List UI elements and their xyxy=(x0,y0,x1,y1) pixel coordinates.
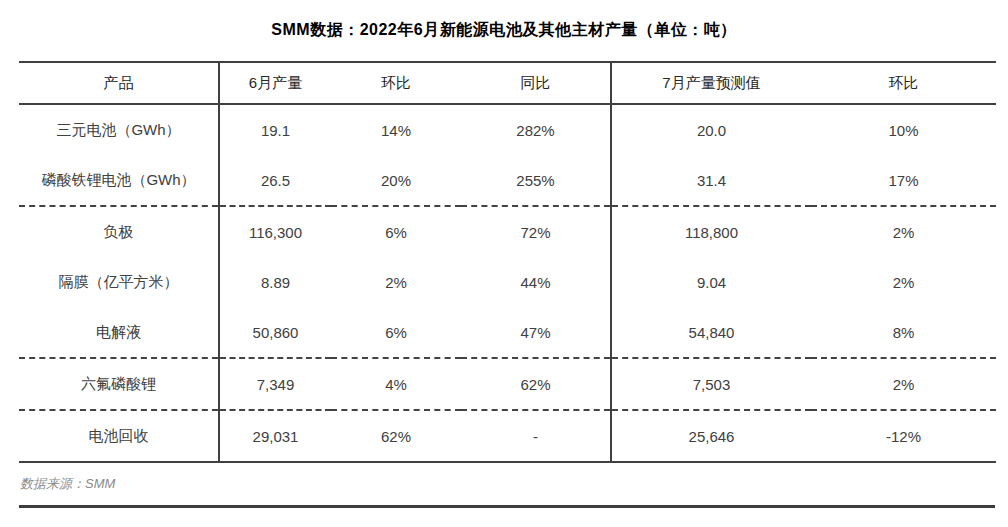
product-cell: 负极 xyxy=(19,206,219,257)
page-title: SMM数据：2022年6月新能源电池及其他主材产量（单位：吨） xyxy=(0,0,1008,41)
jun-output-cell: 26.5 xyxy=(219,155,331,206)
col-header-jul-forecast: 7月产量预测值 xyxy=(611,62,811,104)
jul-forecast-cell: 25,646 xyxy=(611,410,811,462)
jul-mom-cell: 10% xyxy=(811,104,996,155)
jun-mom-cell: 2% xyxy=(331,257,461,307)
jun-output-cell: 116,300 xyxy=(219,206,331,257)
table-row-ternary-battery: 三元电池（GWh） 19.1 14% 282% 20.0 10% xyxy=(19,104,996,155)
product-cell: 电池回收 xyxy=(19,410,219,462)
jun-mom-cell: 6% xyxy=(331,206,461,257)
col-header-jun-mom: 环比 xyxy=(331,62,461,104)
jun-output-cell: 8.89 xyxy=(219,257,331,307)
table-row-battery-recycling: 电池回收 29,031 62% - 25,646 -12% xyxy=(19,410,996,462)
jun-yoy-cell: 62% xyxy=(461,358,611,410)
product-cell: 磷酸铁锂电池（GWh） xyxy=(19,155,219,206)
jul-mom-cell: 17% xyxy=(811,155,996,206)
jul-mom-cell: 8% xyxy=(811,307,996,358)
jul-forecast-cell: 7,503 xyxy=(611,358,811,410)
jul-forecast-cell: 9.04 xyxy=(611,257,811,307)
jul-forecast-cell: 54,840 xyxy=(611,307,811,358)
jun-mom-cell: 6% xyxy=(331,307,461,358)
jun-yoy-cell: 47% xyxy=(461,307,611,358)
jul-forecast-cell: 118,800 xyxy=(611,206,811,257)
product-cell: 电解液 xyxy=(19,307,219,358)
product-cell: 隔膜（亿平方米） xyxy=(19,257,219,307)
table-row-separator-film: 隔膜（亿平方米） 8.89 2% 44% 9.04 2% xyxy=(19,257,996,307)
bottom-divider xyxy=(19,505,995,508)
jul-mom-cell: -12% xyxy=(811,410,996,462)
jun-yoy-cell: 72% xyxy=(461,206,611,257)
jun-mom-cell: 14% xyxy=(331,104,461,155)
table-row-lfp-battery: 磷酸铁锂电池（GWh） 26.5 20% 255% 31.4 17% xyxy=(19,155,996,206)
jul-forecast-cell: 20.0 xyxy=(611,104,811,155)
jul-mom-cell: 2% xyxy=(811,358,996,410)
jul-mom-cell: 2% xyxy=(811,257,996,307)
jun-mom-cell: 4% xyxy=(331,358,461,410)
product-cell: 六氟磷酸锂 xyxy=(19,358,219,410)
col-header-jun-output: 6月产量 xyxy=(219,62,331,104)
jun-mom-cell: 62% xyxy=(331,410,461,462)
jun-output-cell: 19.1 xyxy=(219,104,331,155)
data-source-note: 数据来源：SMM xyxy=(20,476,1008,491)
table-row-lipf6: 六氟磷酸锂 7,349 4% 62% 7,503 2% xyxy=(19,358,996,410)
jun-output-cell: 50,860 xyxy=(219,307,331,358)
table-row-electrolyte: 电解液 50,860 6% 47% 54,840 8% xyxy=(19,307,996,358)
header-row: 产品 6月产量 环比 同比 7月产量预测值 环比 xyxy=(19,62,996,104)
jun-mom-cell: 20% xyxy=(331,155,461,206)
jun-yoy-cell: 282% xyxy=(461,104,611,155)
col-header-product: 产品 xyxy=(19,62,219,104)
jun-output-cell: 7,349 xyxy=(219,358,331,410)
jun-output-cell: 29,031 xyxy=(219,410,331,462)
production-table: 产品 6月产量 环比 同比 7月产量预测值 环比 三元电池（GWh） 19.1 … xyxy=(19,61,996,463)
jun-yoy-cell: 255% xyxy=(461,155,611,206)
jun-yoy-cell: - xyxy=(461,410,611,462)
col-header-jun-yoy: 同比 xyxy=(461,62,611,104)
jul-forecast-cell: 31.4 xyxy=(611,155,811,206)
jun-yoy-cell: 44% xyxy=(461,257,611,307)
product-cell: 三元电池（GWh） xyxy=(19,104,219,155)
table-row-anode: 负极 116,300 6% 72% 118,800 2% xyxy=(19,206,996,257)
report-page: SMM数据：2022年6月新能源电池及其他主材产量（单位：吨） 产品 6月产量 … xyxy=(0,0,1008,527)
col-header-jul-mom: 环比 xyxy=(811,62,996,104)
jul-mom-cell: 2% xyxy=(811,206,996,257)
